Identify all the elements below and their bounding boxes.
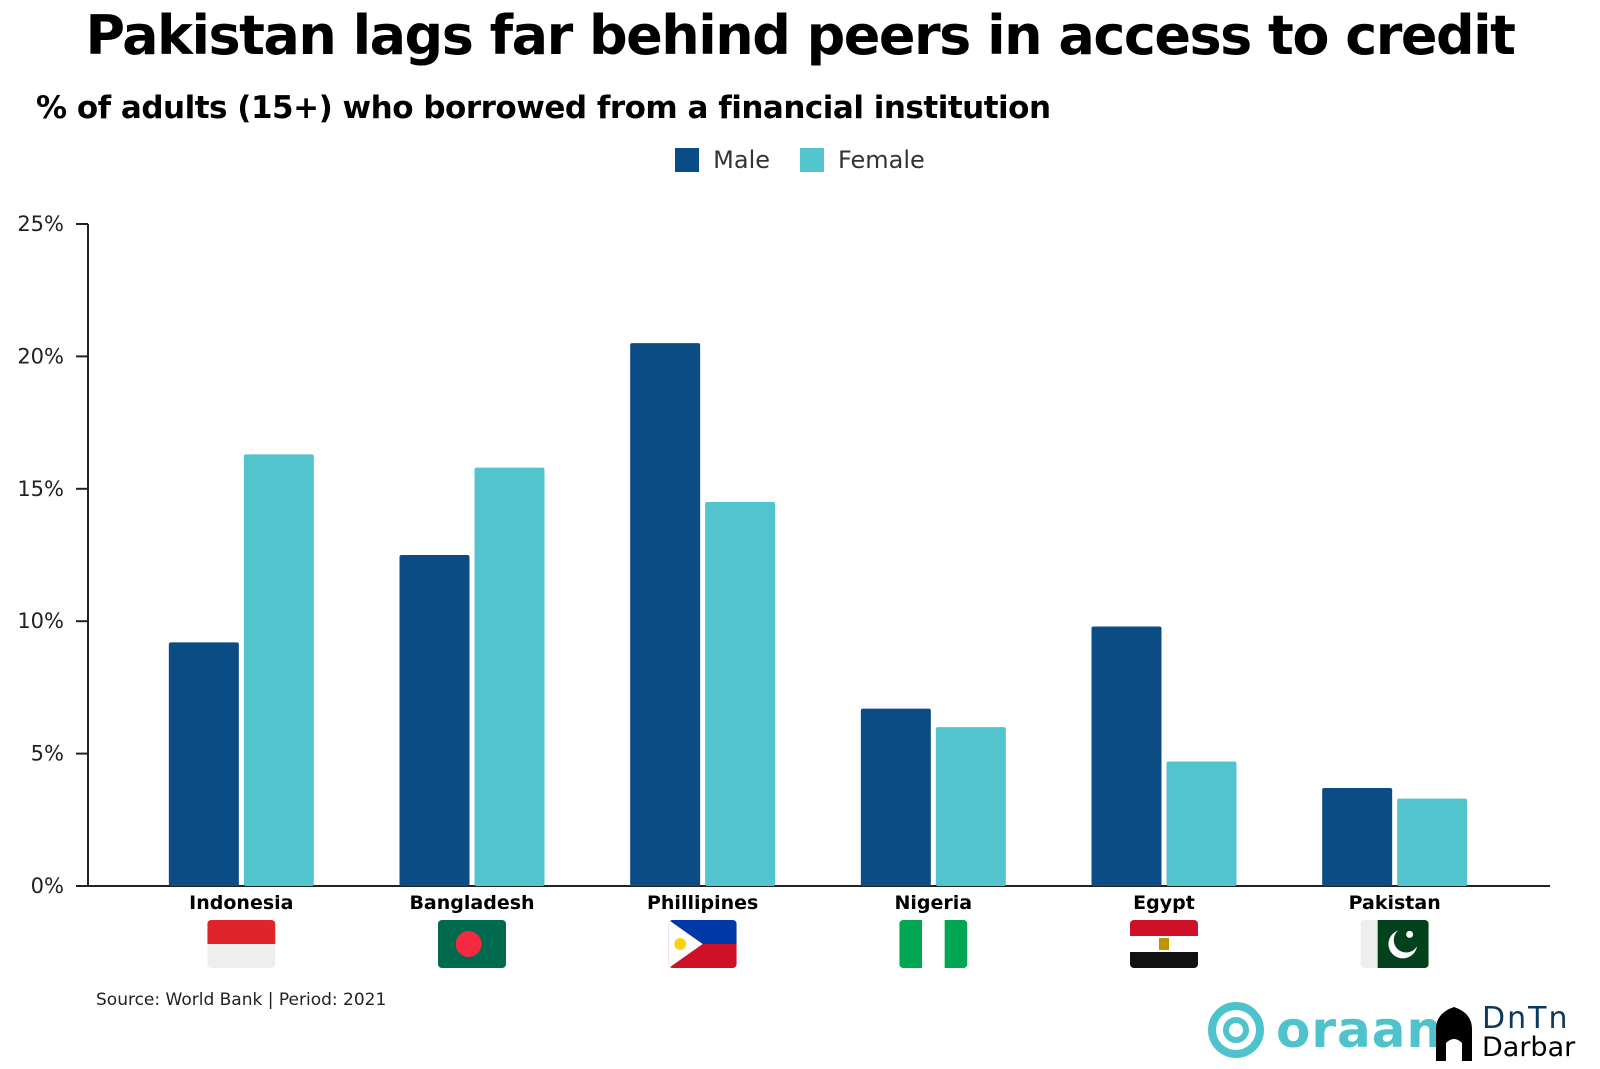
- legend: Male Female: [0, 146, 1600, 174]
- category-label: Pakistan: [1349, 892, 1441, 914]
- chart-title: Pakistan lags far behind peers in access…: [85, 4, 1516, 67]
- bar-male-nigeria: [860, 708, 931, 886]
- y-tick-label: 20%: [17, 344, 64, 368]
- oraan-logo: oraan: [1208, 1000, 1443, 1060]
- data-darbar-logo-line1: DnTn: [1482, 1001, 1570, 1036]
- category-label: Nigeria: [895, 892, 973, 914]
- bar-male-bangladesh: [399, 555, 470, 886]
- y-tick-label: 15%: [17, 477, 64, 501]
- oraan-logo-text: oraan: [1276, 1001, 1444, 1059]
- source-note: Source: World Bank | Period: 2021: [96, 990, 387, 1010]
- pakistan-flag-icon: [1360, 920, 1429, 968]
- flags: [207, 920, 1429, 968]
- y-tick-label: 25%: [17, 212, 64, 236]
- data-darbar-logo-line2: Darbar: [1482, 1032, 1576, 1063]
- legend-swatch-female: [800, 148, 825, 172]
- bar-female-pakistan: [1397, 798, 1468, 886]
- chart-subtitle: % of adults (15+) who borrowed from a fi…: [36, 90, 1051, 126]
- bar-female-indonesia: [243, 454, 314, 886]
- bar-male-egypt: [1091, 626, 1162, 886]
- legend-item-male: Male: [675, 146, 770, 174]
- philippines-flag-icon: [668, 920, 737, 968]
- bars: [168, 343, 1468, 886]
- egypt-flag-icon: [1130, 920, 1198, 968]
- legend-item-female: Female: [800, 146, 925, 174]
- bangladesh-flag-icon: [438, 920, 506, 968]
- legend-label-male: Male: [713, 146, 771, 174]
- axes: 0% 5% 10% 15% 20% 25%: [17, 212, 1550, 898]
- bar-male-indonesia: [168, 642, 239, 886]
- category-label: Phillipines: [647, 892, 758, 914]
- category-labels: Indonesia Bangladesh Phillipines Nigeria Egy…: [189, 892, 1441, 914]
- y-tick-label: 10%: [17, 609, 64, 633]
- data-darbar-logo: DnTn Darbar: [1432, 1004, 1575, 1061]
- nigeria-flag-icon: [899, 920, 968, 968]
- indonesia-flag-icon: [207, 920, 276, 968]
- bar-female-egypt: [1166, 761, 1237, 886]
- category-label: Egypt: [1133, 892, 1195, 914]
- legend-swatch-male: [675, 148, 700, 172]
- category-label: Bangladesh: [409, 892, 534, 914]
- bar-female-nigeria: [935, 727, 1006, 886]
- bar-male-phillipines: [630, 343, 701, 886]
- y-tick-label: 0%: [31, 874, 64, 898]
- bar-female-bangladesh: [474, 467, 545, 886]
- legend-label-female: Female: [838, 146, 925, 174]
- bar-female-phillipines: [705, 502, 776, 886]
- bar-male-pakistan: [1322, 788, 1393, 886]
- y-tick-label: 5%: [31, 742, 64, 766]
- category-label: Indonesia: [189, 892, 293, 914]
- mosque-icon: [1436, 1007, 1472, 1061]
- oraan-logo-icon: [1208, 1002, 1264, 1058]
